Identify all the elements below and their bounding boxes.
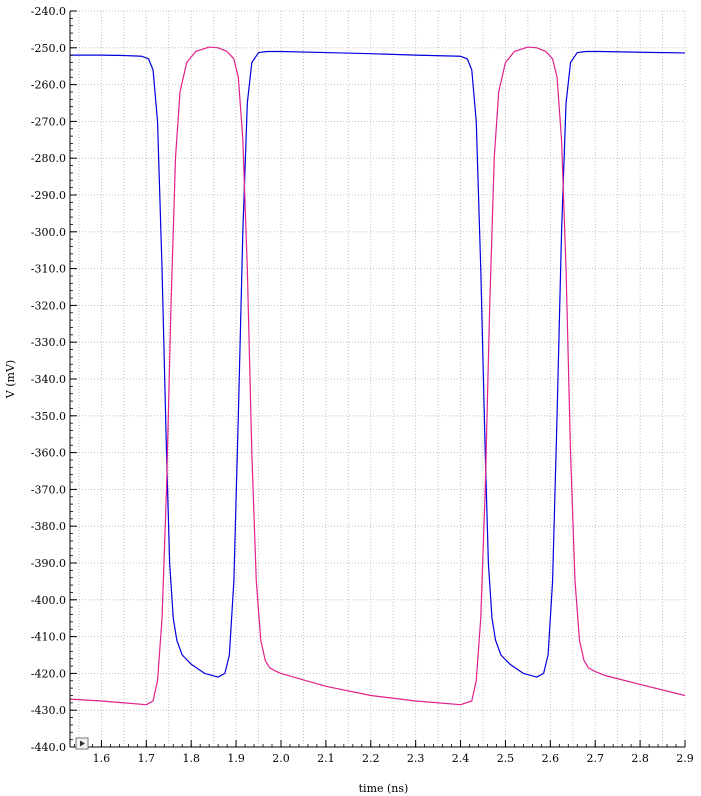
axes: -240.0 -250.0 -260.0 -270.0 -280.0 -290.0 -300… <box>31 5 694 765</box>
series-line-2 <box>69 46 686 706</box>
x-tick-label: 1.7 <box>138 752 156 765</box>
y-tick-label: -380.0 <box>31 520 66 533</box>
y-tick-label: -390.0 <box>31 557 66 570</box>
x-tick-label: 2.8 <box>631 752 649 765</box>
x-tick-label: 2.0 <box>272 752 290 765</box>
x-tick-label: 1.9 <box>227 752 245 765</box>
y-tick-label: -260.0 <box>31 79 66 92</box>
y-tick-label: -320.0 <box>31 299 66 312</box>
y-tick-label: -280.0 <box>31 152 66 165</box>
y-tick-label: -360.0 <box>31 447 66 460</box>
play-button[interactable] <box>75 737 89 750</box>
play-icon <box>80 740 85 747</box>
y-tick-label: -250.0 <box>31 42 66 55</box>
y-tick-label: -330.0 <box>31 336 66 349</box>
x-tick-label: 2.1 <box>317 752 335 765</box>
x-tick-label: 1.6 <box>93 752 111 765</box>
y-tick-label: -340.0 <box>31 373 66 386</box>
x-tick-label: 1.8 <box>182 752 200 765</box>
y-tick-label: -350.0 <box>31 410 66 423</box>
y-tick-label: -300.0 <box>31 226 66 239</box>
y-tick-label: -400.0 <box>31 594 66 607</box>
y-tick-label: -290.0 <box>31 189 66 202</box>
y-tick-label: -420.0 <box>31 667 66 680</box>
grid <box>70 10 686 748</box>
x-axis-label: time (ns) <box>359 782 409 795</box>
y-tick-label: -370.0 <box>31 483 66 496</box>
x-tick-label: 2.5 <box>497 752 515 765</box>
x-tick-label: 2.9 <box>676 752 694 765</box>
x-tick-label: 2.7 <box>586 752 604 765</box>
x-tick-label: 2.2 <box>362 752 380 765</box>
y-tick-label: -240.0 <box>31 5 66 18</box>
y-tick-label: -410.0 <box>31 631 66 644</box>
x-tick-label: 2.4 <box>452 752 470 765</box>
x-tick-label: 2.6 <box>542 752 560 765</box>
y-axis-label: V (mV) <box>4 360 17 399</box>
series-line-1 <box>70 50 686 678</box>
y-tick-label: -430.0 <box>31 704 66 717</box>
y-tick-label: -310.0 <box>31 263 66 276</box>
x-tick-label: 2.3 <box>407 752 425 765</box>
series-group <box>69 46 686 706</box>
y-tick-label: -270.0 <box>31 115 66 128</box>
y-tick-label: -440.0 <box>31 741 66 754</box>
